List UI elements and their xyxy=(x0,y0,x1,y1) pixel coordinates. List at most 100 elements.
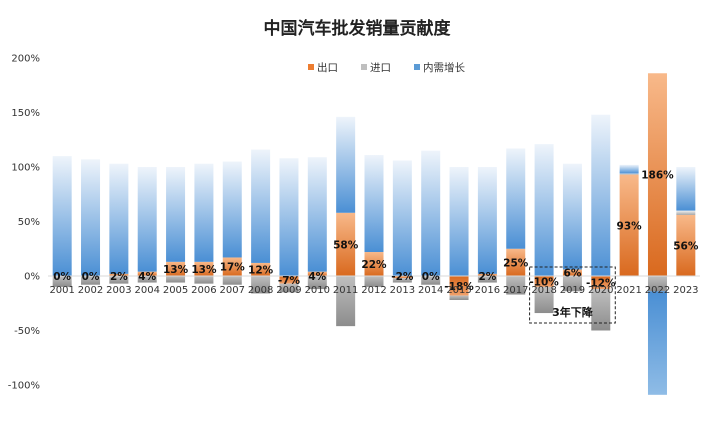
x-tick-label: 2004 xyxy=(134,285,159,296)
data-label: -7% xyxy=(278,275,301,287)
bar-import xyxy=(562,276,582,292)
bar-export xyxy=(364,252,384,276)
bar-domestic-growth xyxy=(364,155,384,253)
data-label: 0% xyxy=(422,271,440,283)
bar-domestic-growth xyxy=(52,156,72,276)
bar-import xyxy=(251,276,271,294)
bar-domestic-growth xyxy=(336,116,356,213)
x-tick-label: 2001 xyxy=(49,285,74,296)
bar-export xyxy=(506,248,526,276)
bar-import xyxy=(591,289,611,331)
data-label: 58% xyxy=(333,239,359,251)
data-label: 25% xyxy=(503,257,529,269)
x-tick-label: 2012 xyxy=(361,285,386,296)
bar-import xyxy=(279,283,299,293)
x-tick-label: 2020 xyxy=(588,285,613,296)
bar-import xyxy=(194,276,214,284)
bar-import xyxy=(534,286,554,314)
bar-export xyxy=(562,269,582,276)
data-label: 2% xyxy=(110,271,128,283)
bar-export xyxy=(477,273,497,276)
x-tick-label: 2009 xyxy=(276,285,301,296)
bar-import xyxy=(336,276,356,327)
data-label: 0% xyxy=(53,271,71,283)
bar-export xyxy=(109,273,129,276)
bar-domestic-growth xyxy=(109,163,129,274)
bar-import xyxy=(392,278,412,283)
bars xyxy=(48,73,700,395)
data-label: 93% xyxy=(617,220,643,232)
bar-import xyxy=(166,276,186,283)
data-label: 56% xyxy=(673,240,699,252)
x-tick-label: 2010 xyxy=(305,285,330,296)
x-tick-label: 2013 xyxy=(390,285,415,296)
data-label: 12% xyxy=(248,264,274,276)
bar-domestic-growth xyxy=(591,114,611,277)
bar-domestic-growth xyxy=(137,167,157,272)
x-tick-label: 2023 xyxy=(673,285,698,296)
bar-domestic-growth xyxy=(534,144,554,276)
y-tick-label: 50% xyxy=(18,217,40,228)
bar-domestic-growth xyxy=(307,157,327,272)
data-label: 2% xyxy=(478,271,496,283)
data-label: -2% xyxy=(391,271,414,283)
x-tick-label: 2002 xyxy=(78,285,103,296)
bar-domestic-growth xyxy=(392,160,412,276)
bar-domestic-growth xyxy=(619,164,639,174)
x-tick-label: 2003 xyxy=(106,285,131,296)
bar-domestic-growth xyxy=(676,167,696,211)
legend: 出口 进口 内需增长 xyxy=(308,61,465,74)
bar-export xyxy=(194,261,214,276)
data-label: 13% xyxy=(191,264,217,276)
bar-export xyxy=(307,271,327,276)
bar-domestic-growth xyxy=(166,167,186,262)
data-label: 17% xyxy=(220,262,246,274)
data-label: -10% xyxy=(529,276,559,288)
bar-domestic-growth xyxy=(647,291,667,395)
data-label: -18% xyxy=(444,281,474,293)
bar-domestic-growth xyxy=(194,163,214,262)
y-tick-label: 100% xyxy=(11,163,40,174)
x-tick-label: 2015 xyxy=(446,285,471,296)
bar-export xyxy=(137,271,157,276)
bar-import xyxy=(506,276,526,295)
bar-export xyxy=(336,212,356,276)
bar-export xyxy=(392,276,412,279)
bar-import xyxy=(307,276,327,290)
bar-import xyxy=(109,276,129,284)
bar-export xyxy=(166,261,186,276)
y-tick-label: 200% xyxy=(11,54,40,65)
x-tick-label: 2018 xyxy=(531,285,556,296)
bar-export xyxy=(619,174,639,276)
bar-import xyxy=(52,276,72,287)
bar-export xyxy=(449,276,469,296)
y-axis: -100% -50% 0% 50% 100% 150% 200% xyxy=(8,54,40,392)
bar-import xyxy=(619,173,639,175)
x-tick-label: 2011 xyxy=(333,285,358,296)
data-label: 22% xyxy=(361,259,387,271)
x-tick-label: 2017 xyxy=(503,285,528,296)
bar-domestic-growth xyxy=(222,161,242,258)
bar-import xyxy=(647,276,667,292)
data-label: 4% xyxy=(308,271,326,283)
bar-import xyxy=(421,276,441,285)
bar-import xyxy=(364,276,384,287)
chart-title: 中国汽车批发销量贡献度 xyxy=(264,18,452,39)
x-tick-label: 2008 xyxy=(248,285,273,296)
x-tick-label: 2022 xyxy=(645,285,670,296)
y-tick-label: -100% xyxy=(8,381,40,392)
bar-domestic-growth xyxy=(279,158,299,276)
data-label: -12% xyxy=(586,278,616,290)
data-label: 13% xyxy=(163,264,189,276)
bar-export xyxy=(534,276,554,287)
y-tick-label: 0% xyxy=(24,272,40,283)
x-tick-label: 2016 xyxy=(475,285,500,296)
bar-import xyxy=(477,276,497,283)
bar-domestic-growth xyxy=(562,163,582,270)
x-axis: 2001 2002 2003 2004 2005 2006 2007 2008 2009 2010… xyxy=(49,285,698,296)
x-tick-label: 2014 xyxy=(418,285,443,296)
bar-import xyxy=(222,276,242,285)
x-tick-label: 2005 xyxy=(163,285,188,296)
annotation-text: 3年下降 xyxy=(552,305,594,319)
